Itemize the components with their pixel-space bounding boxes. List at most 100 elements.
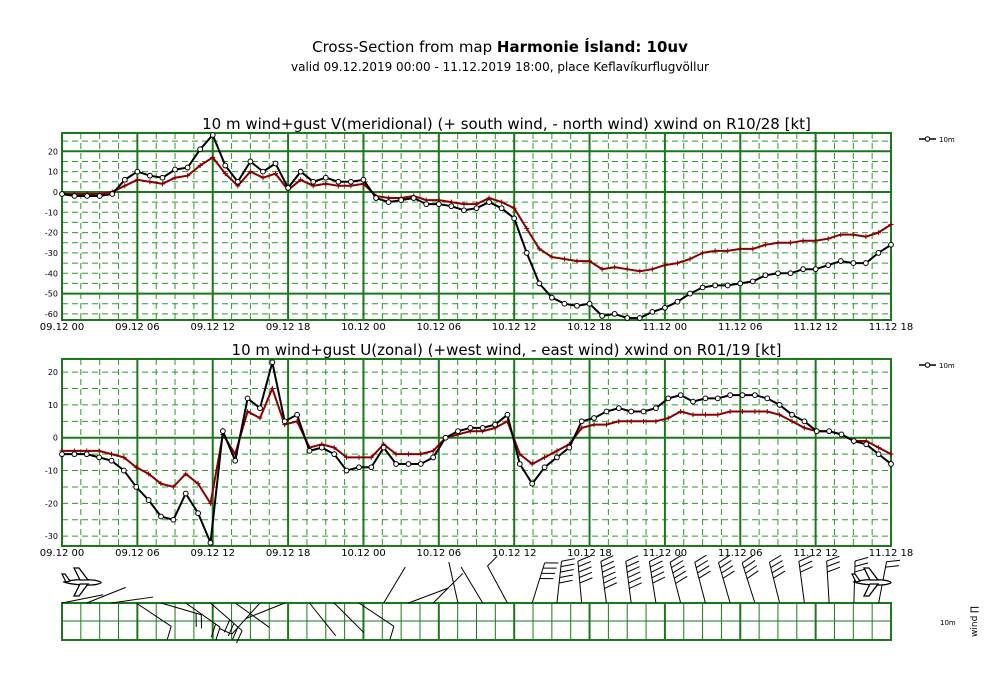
data-point	[529, 480, 536, 487]
data-point	[587, 258, 593, 264]
barb-staff	[718, 562, 731, 604]
data-point	[529, 461, 535, 467]
barb-feather	[854, 562, 869, 567]
y-tick-label: 10	[48, 401, 58, 410]
barb-feather	[578, 560, 592, 568]
series-10m	[59, 132, 894, 321]
chart-panel-2: 10 m wind+gust U(zonal) (+west wind, - e…	[40, 341, 955, 559]
barb-feather	[625, 555, 639, 562]
wind-barb-strip: 10m wind ∏	[61, 554, 980, 644]
wind-barb	[383, 566, 406, 604]
barb-feather	[236, 630, 243, 644]
data-point	[84, 193, 91, 199]
data-point	[789, 418, 795, 424]
wind-barb	[61, 594, 104, 604]
x-tick-label: 11.12 18	[869, 322, 914, 333]
data-point	[599, 266, 605, 272]
data-point	[624, 266, 630, 272]
barb-feather	[603, 576, 617, 584]
data-point	[281, 418, 288, 425]
barb-feather	[826, 555, 840, 562]
data-point	[776, 402, 783, 408]
data-point	[430, 448, 436, 454]
data-point	[108, 457, 115, 464]
wind-barb	[556, 558, 575, 604]
data-point	[788, 240, 794, 246]
data-point	[260, 168, 266, 175]
plane-wing-bottom	[862, 583, 880, 597]
data-point	[674, 298, 681, 305]
data-point	[133, 464, 139, 470]
data-point	[172, 166, 178, 173]
data-point	[170, 516, 177, 523]
data-point	[492, 421, 498, 428]
x-tick-label: 10.12 12	[492, 548, 537, 559]
barb-staff	[135, 602, 172, 627]
x-tick-label: 10.12 18	[567, 548, 612, 559]
data-point	[172, 175, 178, 181]
data-point	[801, 418, 808, 425]
data-point	[838, 431, 845, 438]
y-tick-label: 10	[48, 168, 58, 177]
data-point	[554, 448, 560, 454]
data-point	[298, 177, 304, 183]
data-point	[523, 250, 530, 256]
wind-barb	[694, 554, 711, 604]
data-point	[442, 434, 449, 441]
barb-staff	[245, 602, 285, 620]
data-point	[764, 395, 771, 402]
data-point	[398, 197, 405, 203]
chart-panel-1: 10 m wind+gust V(meridional) (+ south wi…	[40, 115, 955, 333]
legend: 10m	[919, 362, 955, 370]
data-point	[554, 454, 560, 461]
data-point	[318, 444, 325, 451]
data-point	[159, 181, 165, 187]
barb-feather	[604, 582, 618, 589]
barb-feather	[215, 627, 221, 641]
barb-feather	[721, 565, 734, 574]
data-point	[850, 260, 857, 266]
barb-staff	[531, 562, 546, 604]
data-point	[368, 454, 374, 460]
x-tick-label: 10.12 18	[567, 322, 612, 333]
barb-staff	[111, 596, 154, 604]
barb-feather	[559, 579, 573, 584]
data-point	[801, 425, 807, 431]
data-point	[800, 238, 806, 244]
barb-feather	[628, 576, 642, 584]
barb-staff	[358, 602, 395, 627]
data-point	[536, 280, 543, 287]
barb-feather	[561, 558, 575, 562]
x-tick-label: 09.12 06	[115, 322, 160, 333]
data-point	[331, 451, 338, 458]
wind-barb	[600, 555, 618, 604]
legend-label: 10m	[939, 136, 955, 144]
barb-feather	[560, 563, 575, 568]
data-point	[122, 183, 128, 189]
x-tick-label: 11.12 12	[793, 548, 838, 559]
data-point	[775, 270, 781, 277]
barb-feather	[223, 619, 231, 633]
data-point	[727, 392, 734, 398]
barb-feather	[672, 565, 685, 574]
data-point	[725, 248, 731, 254]
data-point	[59, 191, 65, 197]
barb-staff	[160, 602, 202, 616]
barb-staff	[577, 561, 583, 604]
data-point	[752, 408, 758, 414]
data-point	[825, 236, 831, 242]
data-point	[641, 418, 647, 424]
barb-staff	[210, 602, 243, 632]
wind-barb	[432, 572, 464, 604]
barb-feather	[389, 626, 395, 640]
x-tick-label: 10.12 12	[492, 322, 537, 333]
data-point	[561, 256, 567, 262]
data-point	[473, 205, 480, 212]
data-point	[322, 174, 329, 181]
data-point	[219, 428, 226, 435]
data-point	[616, 418, 622, 424]
wind-barb	[111, 596, 154, 604]
barb-feather	[210, 623, 217, 638]
data-point	[59, 451, 65, 458]
data-point	[435, 201, 442, 208]
